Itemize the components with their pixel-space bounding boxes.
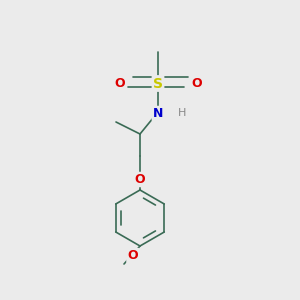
Text: O: O (191, 77, 202, 90)
Text: H: H (178, 108, 186, 118)
Text: O: O (128, 249, 138, 262)
Text: O: O (114, 77, 125, 90)
Text: O: O (135, 173, 145, 186)
Text: S: S (153, 76, 163, 91)
Text: N: N (153, 107, 163, 120)
